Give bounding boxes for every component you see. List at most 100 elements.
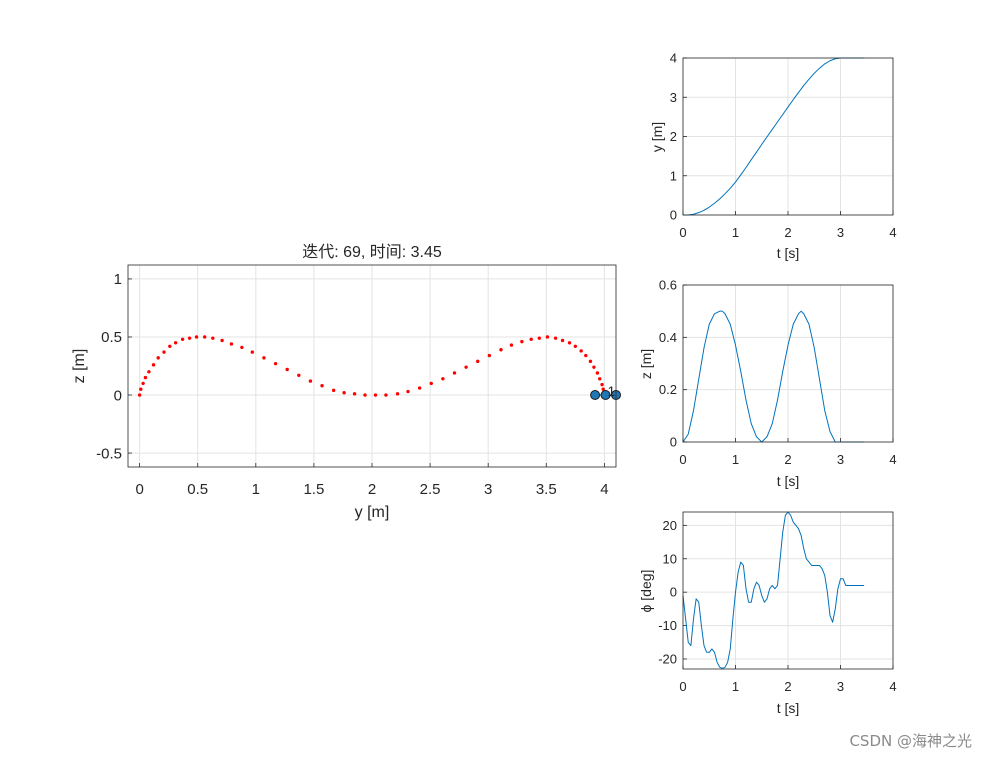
x-tick-label: 0 xyxy=(679,679,686,694)
trajectory-point xyxy=(363,393,367,397)
trajectory-point xyxy=(162,350,166,354)
trajectory-point xyxy=(331,388,336,393)
trajectory-point xyxy=(320,384,324,388)
x-tick-label: 3 xyxy=(837,225,844,240)
x-tick-label: 2 xyxy=(784,452,791,467)
trajectory-point xyxy=(464,365,468,369)
x-tick-label: 2.5 xyxy=(420,481,441,498)
y-tick-label: 20 xyxy=(663,518,677,533)
y-tick-label: -20 xyxy=(658,652,677,667)
trajectory-point xyxy=(352,392,357,396)
y-tick-label: 4 xyxy=(670,51,677,66)
phi-vs-t-ticks: 0 1 2 3 4 -20 -10 0 10 20 xyxy=(658,518,896,694)
main-trajectory-axes: 0 0.5 1 1.5 2 2.5 3 3.5 4 -0.5 0 0.5 1 1 迭代: 69, 时间:… xyxy=(71,243,621,521)
trajectory-point xyxy=(147,370,151,374)
trajectory-point xyxy=(220,338,224,343)
y-tick-label: -0.5 xyxy=(96,445,122,462)
trajectory-point xyxy=(139,387,143,391)
trajectory-point xyxy=(499,348,503,352)
y-vs-t-axes-box xyxy=(682,57,894,216)
y-tick-label: 0.2 xyxy=(659,382,677,397)
y-tick-label: 0 xyxy=(670,208,677,223)
trajectory-point xyxy=(194,335,199,339)
trajectory-point xyxy=(579,349,583,353)
main-axes-box xyxy=(127,264,617,468)
series-line xyxy=(682,310,865,443)
robot-body-circle xyxy=(590,390,601,401)
x-tick-label: 0.5 xyxy=(187,481,208,498)
y-tick-label: 3 xyxy=(670,90,677,105)
y-vs-t-ticks: 0 1 2 3 4 0 1 2 3 4 xyxy=(670,51,897,240)
z-vs-t-ylabel: z [m] xyxy=(638,349,654,379)
z-vs-t-axes-box xyxy=(682,284,894,443)
y-tick-label: 2 xyxy=(670,129,677,144)
trajectory-point xyxy=(202,335,207,339)
z-vs-t-data xyxy=(682,310,865,443)
trajectory-point xyxy=(509,343,514,347)
phi-vs-t-axes-box xyxy=(682,511,894,670)
main-ylabel: z [m] xyxy=(71,349,88,384)
trajectory-point xyxy=(476,359,480,364)
robot-body-circle xyxy=(600,390,611,401)
y-vs-t-axes: 0 1 2 3 4 0 1 2 3 4 t [s] y [m] xyxy=(649,51,897,261)
trajectory-point xyxy=(588,359,593,364)
x-tick-label: 1 xyxy=(732,679,739,694)
trajectory-point xyxy=(180,337,185,341)
y-tick-label: -10 xyxy=(658,618,677,633)
x-tick-label: 2 xyxy=(784,225,791,240)
x-tick-label: 1.5 xyxy=(303,481,324,498)
trajectory-point xyxy=(598,377,602,381)
trajectory-point xyxy=(573,344,578,348)
y-tick-label: 0 xyxy=(670,435,677,450)
x-tick-label: 3 xyxy=(837,452,844,467)
watermark: CSDN @海神之光 xyxy=(849,732,972,750)
y-vs-t-xlabel: t [s] xyxy=(777,245,800,261)
x-tick-label: 4 xyxy=(600,481,608,498)
series-line xyxy=(683,57,865,216)
trajectory-point xyxy=(601,387,605,391)
trajectory-point xyxy=(600,382,604,387)
x-tick-label: 3.5 xyxy=(536,481,557,498)
y-tick-label: 10 xyxy=(663,551,677,566)
trajectory-point xyxy=(441,377,445,381)
phi-vs-t-ylabel: ϕ [deg] xyxy=(638,570,654,613)
trajectory-point xyxy=(168,344,172,348)
trajectory-point xyxy=(520,339,524,344)
trajectory-point xyxy=(342,391,346,395)
trajectory-point xyxy=(529,337,533,341)
trajectory-point xyxy=(141,381,145,386)
trajectory-point xyxy=(151,363,156,367)
trajectory-point xyxy=(567,341,572,345)
y-tick-label: 1 xyxy=(114,271,122,288)
y-tick-label: 0 xyxy=(670,585,677,600)
trajectory-point xyxy=(553,336,558,340)
z-vs-t-xlabel: t [s] xyxy=(777,473,800,489)
trajectory-point xyxy=(211,336,215,340)
trajectory-point xyxy=(143,375,148,380)
x-tick-label: 4 xyxy=(889,679,896,694)
y-tick-label: 0 xyxy=(114,387,122,404)
x-tick-label: 4 xyxy=(889,452,896,467)
trajectory-point xyxy=(240,345,244,350)
trajectory-point xyxy=(584,353,588,358)
phi-vs-t-xlabel: t [s] xyxy=(777,700,800,716)
x-tick-label: 1 xyxy=(732,452,739,467)
trajectory-point xyxy=(187,336,192,340)
trajectory-point xyxy=(537,336,542,340)
x-tick-label: 0 xyxy=(679,225,686,240)
trajectory-point xyxy=(229,342,234,346)
trajectory-point xyxy=(373,393,378,397)
main-data: 1 xyxy=(137,335,621,401)
y-vs-t-data xyxy=(683,57,865,216)
x-tick-label: 4 xyxy=(889,225,896,240)
series-line xyxy=(682,511,865,669)
x-tick-label: 0 xyxy=(135,481,143,498)
trajectory-point xyxy=(384,393,388,397)
trajectory-point xyxy=(429,381,433,386)
robot-label: 1 xyxy=(608,383,616,399)
trajectory-point xyxy=(173,341,178,345)
x-tick-label: 3 xyxy=(484,481,492,498)
trajectory-point xyxy=(487,353,492,358)
main-ticks: 0 0.5 1 1.5 2 2.5 3 3.5 4 -0.5 0 0.5 1 xyxy=(96,271,608,498)
x-tick-label: 0 xyxy=(679,452,686,467)
